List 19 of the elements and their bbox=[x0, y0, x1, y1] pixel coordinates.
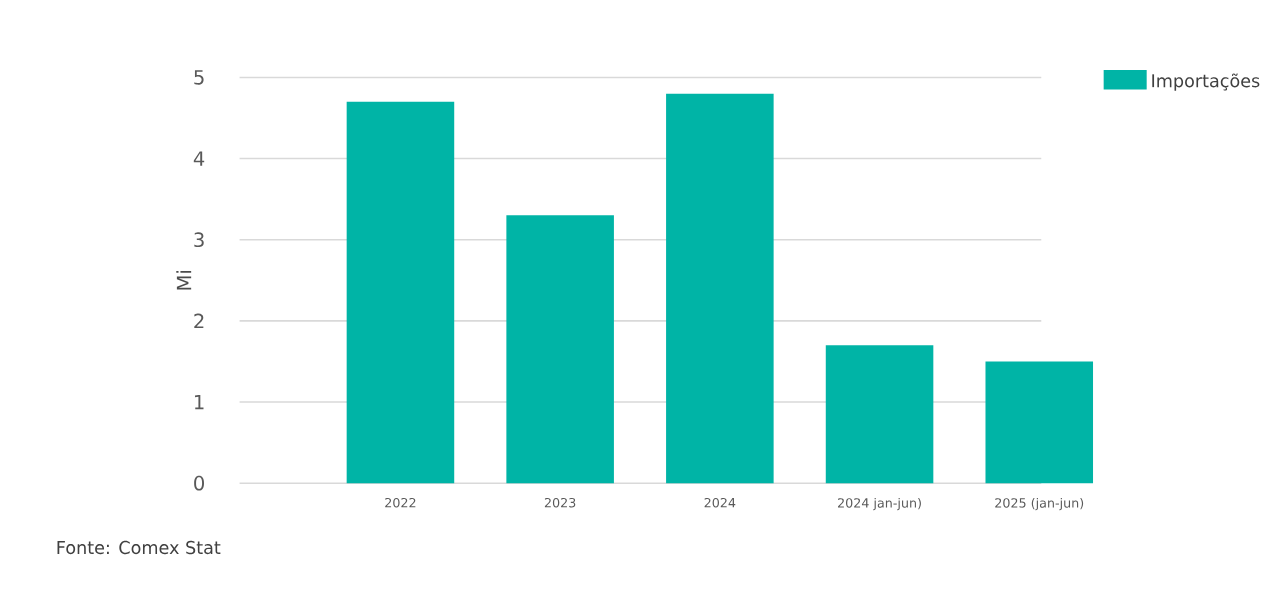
x-tick-label: 2024 jan-jun) bbox=[838, 497, 921, 511]
y-tick-label: 4 bbox=[193, 151, 205, 166]
y-tick-label: 0 bbox=[194, 475, 205, 491]
x-tick-label: 2023 bbox=[544, 497, 576, 508]
bar bbox=[666, 93, 774, 484]
bar bbox=[506, 215, 614, 484]
x-tick-label: 2025 (jan-jun) bbox=[995, 497, 1084, 511]
x-tick-label: 2024 bbox=[704, 497, 736, 508]
bar bbox=[346, 101, 455, 484]
y-tick-label: 1 bbox=[194, 394, 204, 410]
y-tick-label: 3 bbox=[194, 232, 204, 248]
x-tick-label: 2022 bbox=[385, 497, 416, 508]
y-axis-title: Mi bbox=[176, 270, 192, 290]
y-tick-label: 5 bbox=[194, 70, 204, 85]
source-note: Fonte: Comex Stat bbox=[57, 540, 221, 555]
bar bbox=[825, 345, 934, 484]
y-tick-label: 2 bbox=[194, 313, 204, 329]
legend-label: Importações bbox=[1152, 73, 1260, 91]
bar bbox=[985, 361, 1094, 484]
